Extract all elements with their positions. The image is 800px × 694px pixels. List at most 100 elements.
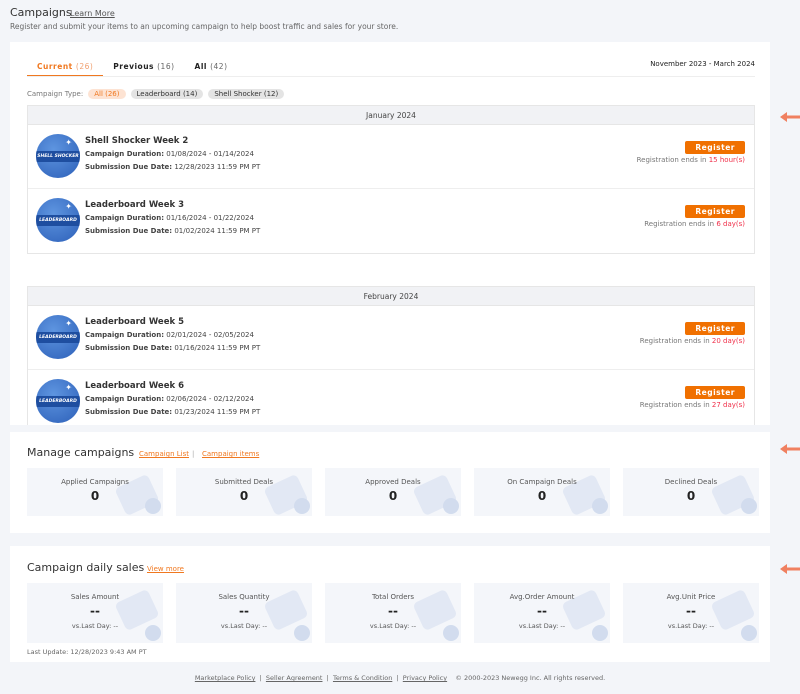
campaign-name: Leaderboard Week 3: [85, 200, 184, 210]
duration-value: 02/06/2024 - 02/12/2024: [166, 395, 254, 403]
footer-link[interactable]: Privacy Policy: [402, 674, 448, 682]
submission-due: Submission Due Date: 12/28/2023 11:59 PM…: [85, 163, 260, 171]
footer-link[interactable]: Seller Agreement: [265, 674, 323, 682]
duration-value: 01/16/2024 - 01/22/2024: [166, 214, 254, 222]
due-label: Submission Due Date:: [85, 163, 173, 171]
duration-label: Campaign Duration:: [85, 395, 165, 403]
stat-value: 0: [388, 489, 398, 503]
stat-vs-last-day: vs.Last Day: --: [518, 622, 566, 630]
tab-label: Previous: [113, 62, 154, 71]
campaign-name: Shell Shocker Week 2: [85, 136, 189, 146]
chip-shell-shocker[interactable]: Shell Shocker (12): [208, 89, 285, 99]
manage-campaigns-card: Manage campaigns Campaign List | Campaig…: [10, 432, 770, 533]
register-button[interactable]: Register: [685, 386, 745, 399]
stat-value: --: [90, 604, 100, 618]
copyright: © 2000-2023 Newegg Inc. All rights reser…: [455, 674, 606, 682]
campaign-name: Leaderboard Week 5: [85, 317, 184, 327]
discount-badge-icon: [145, 498, 161, 514]
due-value: 12/28/2023 11:59 PM PT: [174, 163, 261, 171]
logo-text: LEADERBOARD: [36, 396, 80, 407]
discount-badge-icon: [592, 625, 608, 641]
campaign-name: Leaderboard Week 6: [85, 381, 184, 391]
campaign-list: ✦ LEADERBOARD Leaderboard Week 5 Campaign…: [27, 306, 755, 425]
register-button[interactable]: Register: [685, 141, 745, 154]
footer-link[interactable]: Terms & Condition: [332, 674, 393, 682]
sparkle-icon: ✦: [65, 138, 72, 147]
campaign-duration: Campaign Duration: 01/08/2024 - 01/14/20…: [85, 150, 254, 158]
date-range: November 2023 - March 2024: [650, 60, 755, 68]
stat-tile: Avg.Order Amount -- vs.Last Day: --: [474, 583, 610, 643]
stat-label: Sales Amount: [70, 593, 120, 601]
stat-label: Applied Campaigns: [61, 478, 129, 486]
campaign-item: ✦ LEADERBOARD Leaderboard Week 3 Campaign…: [28, 189, 754, 253]
duration-label: Campaign Duration:: [85, 331, 165, 339]
sparkle-icon: ✦: [65, 383, 72, 392]
campaign-logo: ✦ LEADERBOARD: [36, 379, 80, 423]
manage-title: Manage campaigns: [27, 446, 135, 459]
registration-ends: Registration ends in 15 hour(s): [637, 156, 745, 164]
due-value: 01/02/2024 11:59 PM PT: [174, 227, 261, 235]
stat-label: Avg.Unit Price: [666, 593, 716, 601]
campaign-duration: Campaign Duration: 02/06/2024 - 02/12/20…: [85, 395, 254, 403]
stat-value: --: [686, 604, 696, 618]
campaign-item: ✦ LEADERBOARD Leaderboard Week 5 Campaign…: [28, 306, 754, 370]
campaign-logo: ✦ LEADERBOARD: [36, 315, 80, 359]
sparkle-icon: ✦: [65, 202, 72, 211]
due-value: 01/23/2024 11:59 PM PT: [174, 408, 261, 416]
page-subtitle: Register and submit your items to an upc…: [10, 22, 399, 31]
tab-previous[interactable]: Previous (16): [103, 62, 184, 77]
learn-more-link[interactable]: Learn More: [70, 9, 115, 18]
ends-value: 20 day(s): [711, 337, 745, 345]
campaign-duration: Campaign Duration: 02/01/2024 - 02/05/20…: [85, 331, 254, 339]
ends-value: 27 day(s): [711, 401, 745, 409]
tab-all[interactable]: All (42): [185, 62, 238, 77]
stat-vs-last-day: vs.Last Day: --: [369, 622, 417, 630]
stat-label: Sales Quantity: [218, 593, 270, 601]
stat-value: --: [239, 604, 249, 618]
campaign-logo: ✦ LEADERBOARD: [36, 198, 80, 242]
ends-value: 6 day(s): [716, 220, 745, 228]
register-button[interactable]: Register: [685, 322, 745, 335]
footer-link[interactable]: Marketplace Policy: [194, 674, 256, 682]
logo-text: SHELL SHOCKER: [36, 151, 80, 162]
campaign-list-link[interactable]: Campaign List: [139, 450, 190, 458]
chip-leaderboard[interactable]: Leaderboard (14): [130, 89, 204, 99]
link-separator: |: [192, 450, 195, 458]
stat-tile: Applied Campaigns 0: [27, 468, 163, 516]
view-more-link[interactable]: View more: [147, 565, 184, 573]
month-header: February 2024: [27, 286, 755, 306]
ends-prefix: Registration ends in: [639, 337, 712, 345]
arrow-left-icon: [780, 444, 800, 454]
ends-prefix: Registration ends in: [644, 220, 717, 228]
due-label: Submission Due Date:: [85, 408, 173, 416]
discount-badge-icon: [741, 625, 757, 641]
tab-divider: [27, 76, 755, 77]
stat-tile: Total Orders -- vs.Last Day: --: [325, 583, 461, 643]
campaign-items-link[interactable]: Campaign items: [202, 450, 260, 458]
stat-vs-last-day: vs.Last Day: --: [71, 622, 119, 630]
manage-tiles: Applied Campaigns 0 Submitted Deals 0 Approv…: [27, 468, 759, 516]
stat-label: Avg.Order Amount: [509, 593, 575, 601]
tab-current[interactable]: Current (26): [27, 62, 104, 77]
sales-tiles: Sales Amount -- vs.Last Day: -- Sales Quant…: [27, 583, 759, 643]
campaign-item: ✦ SHELL SHOCKER Shell Shocker Week 2 Camp…: [28, 125, 754, 189]
register-button[interactable]: Register: [685, 205, 745, 218]
sparkle-icon: ✦: [65, 319, 72, 328]
footer: Marketplace Policy | Seller Agreement | …: [194, 674, 606, 682]
due-value: 01/16/2024 11:59 PM PT: [174, 344, 261, 352]
tab-count: (26): [75, 62, 94, 71]
stat-tile: Submitted Deals 0: [176, 468, 312, 516]
logo-text: LEADERBOARD: [36, 332, 80, 343]
registration-ends: Registration ends in 20 day(s): [640, 337, 745, 345]
tab-count: (42): [210, 62, 228, 71]
arrow-left-icon: [780, 564, 800, 574]
campaign-logo: ✦ SHELL SHOCKER: [36, 134, 80, 178]
stat-value: 0: [239, 489, 249, 503]
registration-ends: Registration ends in 6 day(s): [644, 220, 745, 228]
stat-tile: Declined Deals 0: [623, 468, 759, 516]
discount-badge-icon: [443, 625, 459, 641]
campaigns-card: Current (26) Previous (16) All (42) Nove…: [10, 42, 770, 425]
last-update: Last Update: 12/28/2023 9:43 AM PT: [27, 648, 147, 656]
tab-label: All: [194, 62, 207, 71]
chip-all[interactable]: All (26): [88, 89, 126, 99]
